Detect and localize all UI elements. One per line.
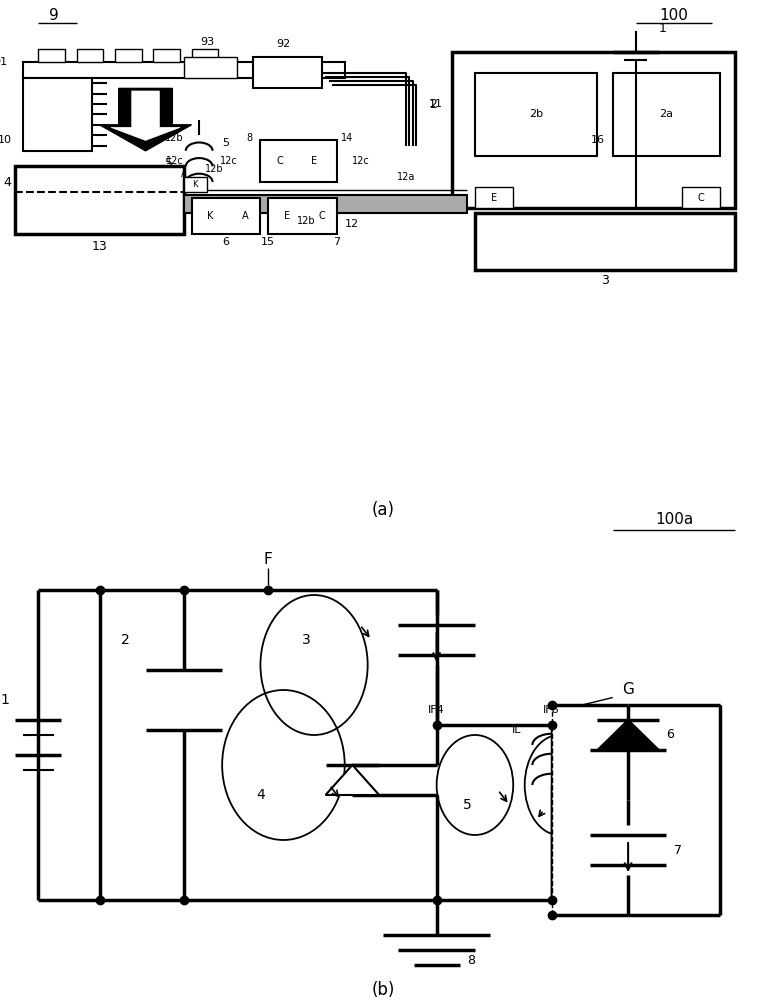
Text: C: C: [698, 193, 704, 203]
Polygon shape: [100, 88, 192, 151]
Text: 12c: 12c: [220, 156, 237, 166]
Text: 12a: 12a: [397, 172, 415, 182]
Bar: [682, 187, 720, 208]
Text: 11: 11: [429, 99, 443, 109]
Text: K: K: [208, 211, 214, 221]
Text: 12b: 12b: [205, 164, 224, 174]
Text: 6: 6: [666, 728, 674, 742]
Text: 5: 5: [165, 157, 172, 170]
Bar: [23, 62, 345, 78]
Text: E: E: [311, 156, 317, 166]
Text: 100: 100: [660, 8, 689, 23]
Text: 10: 10: [0, 135, 11, 145]
Text: 12b: 12b: [297, 216, 316, 226]
Text: F: F: [264, 552, 273, 568]
Text: 14: 14: [341, 133, 353, 143]
Text: C: C: [319, 211, 325, 221]
Bar: [153, 49, 180, 62]
Text: 7: 7: [674, 844, 682, 856]
Polygon shape: [111, 91, 180, 140]
Text: 15: 15: [261, 237, 275, 247]
Text: 12b: 12b: [165, 133, 184, 143]
Text: 1: 1: [0, 693, 9, 707]
Text: 91: 91: [0, 57, 8, 67]
Text: 2: 2: [429, 98, 437, 110]
Polygon shape: [597, 720, 659, 750]
Text: 3: 3: [302, 633, 311, 647]
Text: 2: 2: [122, 633, 130, 647]
Bar: [38, 49, 65, 62]
Bar: [475, 73, 597, 156]
Text: 13: 13: [92, 240, 107, 253]
Bar: [192, 198, 260, 234]
Bar: [260, 140, 337, 182]
Bar: [23, 78, 92, 151]
Text: 16: 16: [591, 135, 604, 145]
Text: (b): (b): [372, 981, 394, 999]
Bar: [192, 49, 218, 62]
Bar: [15, 166, 184, 234]
Text: A: A: [181, 170, 187, 179]
Text: IF6: IF6: [543, 705, 560, 715]
Text: 12c: 12c: [166, 156, 184, 166]
Text: 3: 3: [601, 274, 609, 287]
Bar: [115, 49, 142, 62]
Text: 8: 8: [247, 133, 253, 143]
Text: G: G: [622, 682, 634, 698]
Text: C: C: [277, 156, 283, 166]
Text: 92: 92: [277, 39, 290, 49]
Bar: [268, 198, 337, 234]
Text: 6: 6: [222, 237, 230, 247]
Text: 7: 7: [333, 237, 341, 247]
Text: 4: 4: [256, 788, 265, 802]
Bar: [475, 187, 513, 208]
Bar: [184, 177, 207, 192]
Text: 100a: 100a: [655, 512, 693, 528]
Text: 2b: 2b: [529, 109, 543, 119]
Text: K: K: [192, 180, 198, 189]
Bar: [77, 49, 103, 62]
Bar: [184, 195, 467, 213]
Text: 9: 9: [49, 8, 58, 23]
Text: 2a: 2a: [660, 109, 673, 119]
Text: 93: 93: [200, 37, 214, 47]
Bar: [475, 213, 735, 270]
Text: 5: 5: [463, 798, 472, 812]
Bar: [184, 57, 237, 78]
Text: E: E: [491, 193, 497, 203]
Text: E: E: [284, 211, 290, 221]
Bar: [253, 57, 322, 88]
Text: (a): (a): [372, 501, 394, 519]
Text: 1: 1: [659, 22, 666, 35]
Text: 12c: 12c: [352, 156, 370, 166]
Text: 8: 8: [467, 954, 475, 966]
Text: 12: 12: [345, 219, 359, 229]
Text: 4: 4: [4, 176, 11, 188]
Text: 5: 5: [222, 138, 229, 148]
Text: IF4: IF4: [428, 705, 445, 715]
Text: IL: IL: [512, 725, 521, 735]
Polygon shape: [326, 765, 379, 795]
Bar: [552, 705, 720, 915]
Bar: [452, 52, 735, 208]
Bar: [613, 73, 720, 156]
Text: A: A: [242, 211, 248, 221]
